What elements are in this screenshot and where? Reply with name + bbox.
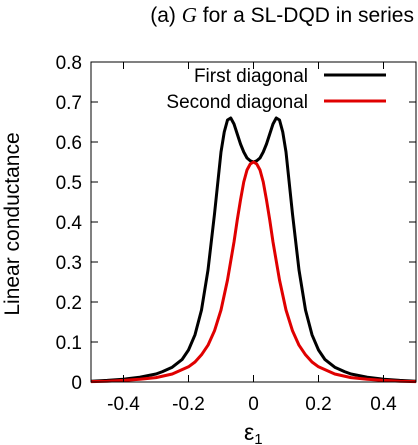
y-tick-label: 0.1 [56, 333, 82, 354]
chart-title-suffix: for a SL-DQD in series [197, 4, 414, 27]
x-axis-label-subscript: 1 [254, 431, 262, 445]
x-tick-label: -0.2 [172, 394, 205, 415]
x-axis-label-main: ε [244, 419, 254, 445]
chart-title-prefix: (a) [150, 4, 182, 27]
legend-label-2: Second diagonal [166, 92, 308, 113]
legend-label-1: First diagonal [194, 66, 308, 87]
plot-frame [90, 61, 417, 383]
y-tick-label: 0.3 [56, 253, 82, 274]
legend: First diagonal Second diagonal [166, 66, 386, 113]
y-tick-label: 0 [71, 373, 82, 394]
y-tick-label: 0.8 [56, 53, 82, 74]
chart-title-symbol: G [182, 3, 197, 27]
x-tick-label: 0.4 [370, 394, 397, 415]
y-tick-label: 0.2 [56, 293, 82, 314]
series-line-2 [90, 160, 417, 384]
y-tick-label: 0.7 [56, 93, 82, 114]
y-tick-label: 0.5 [56, 173, 82, 194]
chart-title: (a) G for a SL-DQD in series [150, 3, 414, 27]
y-axis-label: Linear conductance [1, 132, 24, 315]
x-tick-label: 0 [248, 394, 259, 415]
ticks-layer: 0 0.1 0.2 0.3 0.4 0.5 0.6 0.7 0.8 -0.4 -0.2 0 0.2 0.4 [56, 53, 416, 415]
y-tick-label: 0.4 [56, 213, 83, 234]
y-tick-label: 0.6 [56, 133, 82, 154]
x-axis-label: ε1 [244, 419, 263, 445]
x-tick-label: -0.4 [107, 394, 140, 415]
x-tick-label: 0.2 [305, 394, 331, 415]
series-line-1 [90, 116, 417, 383]
series-layer [90, 116, 417, 384]
